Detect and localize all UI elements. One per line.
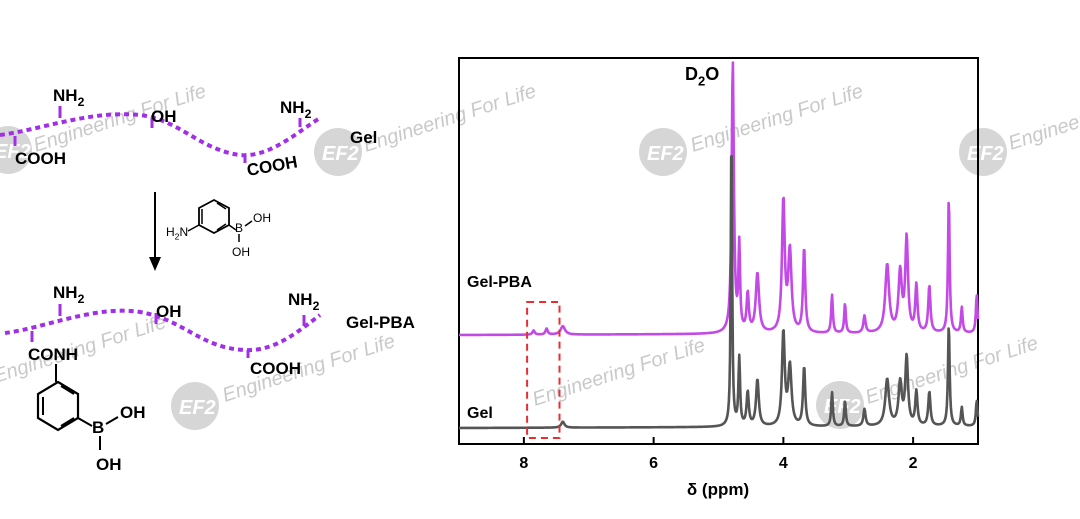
gelpba-label: Gel-PBA xyxy=(346,313,415,332)
gelpba-amide: CONH xyxy=(28,345,78,364)
nmr-chart: 8 6 4 2 D2O Gel-PBA Gel δ (ppm) xyxy=(458,57,980,499)
watermark-logo: EF2 xyxy=(314,128,362,176)
watermark-text: Engineering For Life xyxy=(1006,78,1080,155)
reagent-aminophenylboronic-acid: H2N B OH OH xyxy=(166,198,271,259)
watermark-text: Engineering For Life xyxy=(688,80,866,157)
gelpba-amine1: NH2 xyxy=(53,283,85,306)
gel-amine1: NH2 xyxy=(53,86,85,109)
reagent-oh1: OH xyxy=(253,211,271,225)
gelpba-oh2: OH xyxy=(96,455,122,474)
d2o-annotation: D2O xyxy=(685,64,719,88)
gelpba-amine2: NH2 xyxy=(288,290,320,313)
gel-carboxyl1: COOH xyxy=(15,149,66,168)
reagent-boron: B xyxy=(235,221,243,235)
reaction-arrow xyxy=(149,192,161,271)
gelpba-structure: NH2 OH NH2 CONH COOH Gel-PBA B OH OH xyxy=(4,283,415,474)
svg-text:EF2: EF2 xyxy=(322,143,359,165)
aromatic-region-highlight xyxy=(526,301,561,439)
reagent-amine: H2N xyxy=(166,225,188,242)
plot-frame xyxy=(458,57,979,445)
series-label-gelpba: Gel-PBA xyxy=(467,274,532,291)
x-tick-label: 4 xyxy=(779,455,788,472)
gel-structure: NH2 OH NH2 COOH COOH Gel xyxy=(0,86,377,180)
watermark-text: Engineering For Life xyxy=(530,334,708,411)
gelpba-carboxyl: COOH xyxy=(250,359,301,378)
watermark-logo: EF2 xyxy=(959,128,1007,176)
x-tick-label: 2 xyxy=(909,455,918,472)
x-tick-label: 6 xyxy=(649,455,658,472)
x-tick-label: 8 xyxy=(519,455,528,472)
gel-label: Gel xyxy=(350,128,377,147)
x-axis-ticks: 8 6 4 2 xyxy=(519,437,918,472)
watermark-logo: EF2 xyxy=(639,128,687,176)
x-axis-title: δ (ppm) xyxy=(687,480,749,499)
watermark-logo: EF2 xyxy=(816,381,864,429)
watermark-logo: EF2 xyxy=(171,382,219,430)
gel-carboxyl2: COOH xyxy=(245,152,299,180)
svg-text:EF2: EF2 xyxy=(647,143,684,165)
gelpba-boron: B xyxy=(92,418,104,437)
gelpba-backbone xyxy=(4,308,322,353)
watermark-text: Engineering For Life xyxy=(220,330,398,407)
spectrum-gel xyxy=(458,154,980,430)
gel-hydroxyl: OH xyxy=(151,107,177,126)
gelpba-oh1: OH xyxy=(120,403,146,422)
series-label-gel: Gel xyxy=(467,405,493,422)
gel-backbone xyxy=(0,112,322,158)
watermark-text: Engineering For Life xyxy=(0,311,169,388)
reagent-oh2: OH xyxy=(232,245,250,259)
watermark-layer: EF2 Engineering For Life EF2 Engineering… xyxy=(0,78,1080,430)
svg-text:EF2: EF2 xyxy=(179,397,216,419)
spectra-layer xyxy=(458,61,980,430)
gelpba-hydroxyl: OH xyxy=(156,302,182,321)
svg-text:EF2: EF2 xyxy=(0,141,31,163)
gel-amine2: NH2 xyxy=(280,98,312,121)
spectrum-gelpba xyxy=(458,61,980,337)
svg-text:EF2: EF2 xyxy=(967,143,1004,165)
watermark-text: Engineering For Life xyxy=(361,80,539,157)
watermark-logo: EF2 xyxy=(0,126,32,174)
